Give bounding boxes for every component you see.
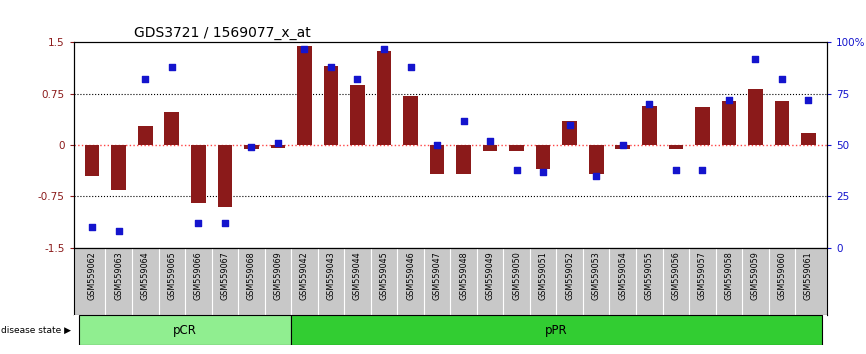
- Point: [324, 64, 338, 70]
- Point: [351, 76, 365, 82]
- Text: GSM559042: GSM559042: [300, 251, 309, 300]
- Text: GSM559065: GSM559065: [167, 251, 177, 300]
- Bar: [291, 315, 822, 345]
- Text: GSM559059: GSM559059: [751, 251, 759, 300]
- Bar: [217, 145, 232, 207]
- Point: [589, 173, 603, 179]
- Point: [616, 142, 630, 148]
- Bar: [138, 126, 152, 145]
- Text: pCR: pCR: [173, 324, 197, 337]
- Point: [536, 169, 550, 175]
- Bar: [669, 145, 683, 149]
- Point: [244, 144, 258, 150]
- Bar: [244, 145, 259, 149]
- Text: disease state ▶: disease state ▶: [1, 326, 71, 335]
- Point: [404, 64, 417, 70]
- Point: [191, 220, 205, 226]
- Text: GSM559064: GSM559064: [141, 251, 150, 300]
- Point: [139, 76, 152, 82]
- Bar: [165, 112, 179, 145]
- Bar: [562, 121, 577, 145]
- Bar: [801, 133, 816, 145]
- Bar: [350, 85, 365, 145]
- Point: [563, 122, 577, 127]
- Point: [112, 229, 126, 234]
- Point: [643, 101, 656, 107]
- Bar: [377, 51, 391, 145]
- Bar: [297, 46, 312, 145]
- Text: GSM559058: GSM559058: [724, 251, 734, 300]
- Bar: [642, 106, 656, 145]
- Text: GDS3721 / 1569077_x_at: GDS3721 / 1569077_x_at: [134, 26, 311, 40]
- Text: GSM559048: GSM559048: [459, 251, 469, 300]
- Bar: [774, 101, 789, 145]
- Text: GSM559062: GSM559062: [87, 251, 97, 300]
- Text: GSM559045: GSM559045: [379, 251, 389, 300]
- Bar: [456, 145, 471, 174]
- Bar: [483, 145, 497, 150]
- Bar: [404, 96, 417, 145]
- Text: GSM559067: GSM559067: [220, 251, 229, 300]
- Bar: [85, 145, 100, 176]
- Point: [483, 138, 497, 144]
- Bar: [270, 145, 285, 148]
- Bar: [79, 315, 291, 345]
- Bar: [589, 145, 604, 174]
- Text: GSM559055: GSM559055: [645, 251, 654, 300]
- Text: GSM559056: GSM559056: [671, 251, 681, 300]
- Text: GSM559046: GSM559046: [406, 251, 415, 300]
- Bar: [191, 145, 205, 203]
- Text: GSM559053: GSM559053: [591, 251, 601, 300]
- Bar: [324, 67, 339, 145]
- Text: GSM559057: GSM559057: [698, 251, 707, 300]
- Point: [775, 76, 789, 82]
- Text: GSM559047: GSM559047: [432, 251, 442, 300]
- Point: [377, 46, 391, 51]
- Point: [218, 220, 232, 226]
- Text: GSM559052: GSM559052: [565, 251, 574, 300]
- Text: GSM559061: GSM559061: [804, 251, 813, 300]
- Text: GSM559068: GSM559068: [247, 251, 255, 300]
- Point: [298, 46, 312, 51]
- Point: [802, 97, 816, 103]
- Text: GSM559063: GSM559063: [114, 251, 123, 300]
- Bar: [536, 145, 551, 169]
- Text: GSM559043: GSM559043: [326, 251, 335, 300]
- Point: [456, 118, 470, 123]
- Point: [669, 167, 682, 173]
- Text: GSM559060: GSM559060: [778, 251, 786, 300]
- Text: GSM559049: GSM559049: [486, 251, 494, 300]
- Text: GSM559050: GSM559050: [512, 251, 521, 300]
- Bar: [748, 89, 763, 145]
- Point: [722, 97, 736, 103]
- Bar: [112, 145, 126, 190]
- Point: [165, 64, 178, 70]
- Bar: [721, 101, 736, 145]
- Point: [748, 56, 762, 62]
- Text: GSM559054: GSM559054: [618, 251, 627, 300]
- Text: pPR: pPR: [545, 324, 568, 337]
- Point: [695, 167, 709, 173]
- Bar: [509, 145, 524, 150]
- Text: GSM559051: GSM559051: [539, 251, 547, 300]
- Point: [430, 142, 444, 148]
- Point: [85, 224, 99, 230]
- Text: GSM559066: GSM559066: [194, 251, 203, 300]
- Text: GSM559069: GSM559069: [274, 251, 282, 300]
- Point: [510, 167, 524, 173]
- Bar: [616, 145, 630, 149]
- Point: [271, 140, 285, 146]
- Bar: [430, 145, 444, 174]
- Text: GSM559044: GSM559044: [353, 251, 362, 300]
- Bar: [695, 108, 709, 145]
